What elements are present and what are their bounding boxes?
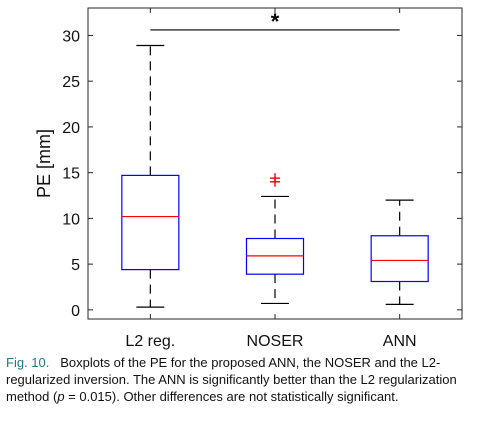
x-tick-label-l2-reg: L2 reg. [125,333,175,350]
y-tick-label-30: 30 [62,28,80,45]
y-axis-label: PE [mm] [34,129,54,198]
box-l2-reg [121,174,180,271]
y-tick-label-20: 20 [62,120,80,137]
y-tick-label-25: 25 [62,74,80,91]
x-tick-label-ann: ANN [383,333,417,350]
plot-frame [87,7,463,320]
y-tick-label-0: 0 [71,303,80,320]
figure-label: Fig. 10. [6,355,50,370]
boxplot-chart: 0 5 10 15 20 25 30 PE [mm] L2 reg. NOSER ANN * [34,7,463,350]
y-tick-label-5: 5 [71,257,80,274]
figure-caption: Fig. 10. Boxplots of the PE for the prop… [6,354,494,405]
y-tick-label-15: 15 [62,166,80,183]
box-ann [370,235,429,283]
x-tick-label-noser: NOSER [247,333,304,350]
y-tick-label-10: 10 [62,211,80,228]
caption-p-symbol: p [57,389,65,404]
caption-p-value: = 0.015). Other differences are not stat… [64,389,399,404]
significance-marker: * [271,9,280,34]
caption-text: Boxplots of the PE for the proposed ANN,… [6,355,457,404]
